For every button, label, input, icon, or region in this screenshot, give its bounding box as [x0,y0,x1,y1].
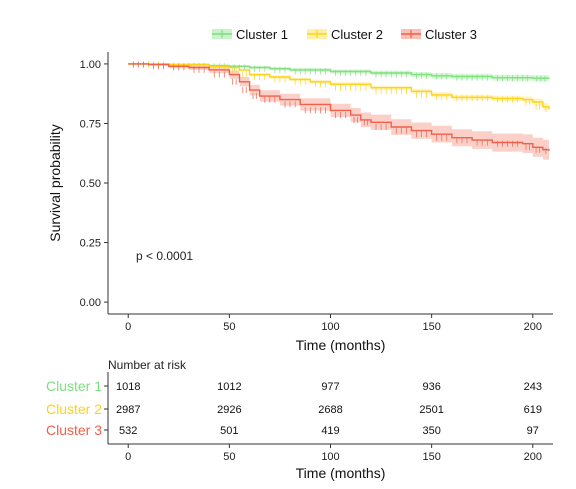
y-tick-label: 0.25 [80,238,101,250]
risk-table-x-axis-label: Time (months) [296,465,386,481]
risk-cell: 2926 [217,404,241,416]
risk-cell: 501 [220,425,238,437]
x-axis-label: Time (months) [296,337,386,353]
risk-cell: 619 [524,404,542,416]
legend-label-3: Cluster 3 [425,27,477,42]
risk-cell: 2501 [419,404,443,416]
survival-line-series-1 [128,63,550,79]
risk-cell: 532 [119,425,137,437]
survival-line-series-3 [128,63,550,151]
y-tick-label: 0.00 [80,297,101,309]
x-tick-label: 50 [223,321,235,333]
risk-cell: 243 [524,381,542,393]
legend: Cluster 1 Cluster 2 Cluster 3 [212,27,477,42]
survival-plot: 0.00 0.25 0.50 0.75 1.00 0 50 100 150 200 [80,52,553,333]
p-value-annotation: p < 0.0001 [136,249,193,263]
risk-cell: 1018 [116,381,140,393]
y-tick-label: 1.00 [80,59,101,71]
survival-line-series-2 [128,63,550,110]
risk-cell: 1012 [217,381,241,393]
censor-marks-series-3 [132,61,547,154]
risk-cell: 350 [422,425,440,437]
y-axis-label: Survival probability [47,124,63,242]
y-tick-label: 0.50 [80,178,101,190]
risk-row-label-1: Cluster 1 [46,378,102,394]
x-tick-label: 200 [524,321,542,333]
risk-table: Cluster 1 1018 1012 977 936 243 Cluster 2 2987 2… [46,372,553,463]
risk-cell: 419 [321,425,339,437]
risk-table-title: Number at risk [108,358,187,372]
risk-cell: 977 [321,381,339,393]
legend-label-1: Cluster 1 [236,27,288,42]
risk-cell: 936 [422,381,440,393]
x-tick-label: 150 [422,321,440,333]
risk-cell: 97 [527,425,539,437]
x-tick-label: 100 [321,321,339,333]
risk-row-label-2: Cluster 2 [46,401,102,417]
ci-band-series-1 [128,63,549,82]
risk-x-tick-label: 150 [422,451,440,463]
x-tick-label: 0 [125,321,131,333]
legend-label-2: Cluster 2 [331,27,383,42]
risk-x-tick-label: 50 [223,451,235,463]
risk-x-tick-label: 100 [321,451,339,463]
risk-row-label-3: Cluster 3 [46,422,102,438]
y-tick-label: 0.75 [80,118,101,130]
risk-cell: 2688 [318,404,342,416]
risk-cell: 2987 [116,404,140,416]
risk-x-tick-label: 0 [125,451,131,463]
ci-band-series-3 [128,63,549,162]
risk-x-tick-label: 200 [524,451,542,463]
